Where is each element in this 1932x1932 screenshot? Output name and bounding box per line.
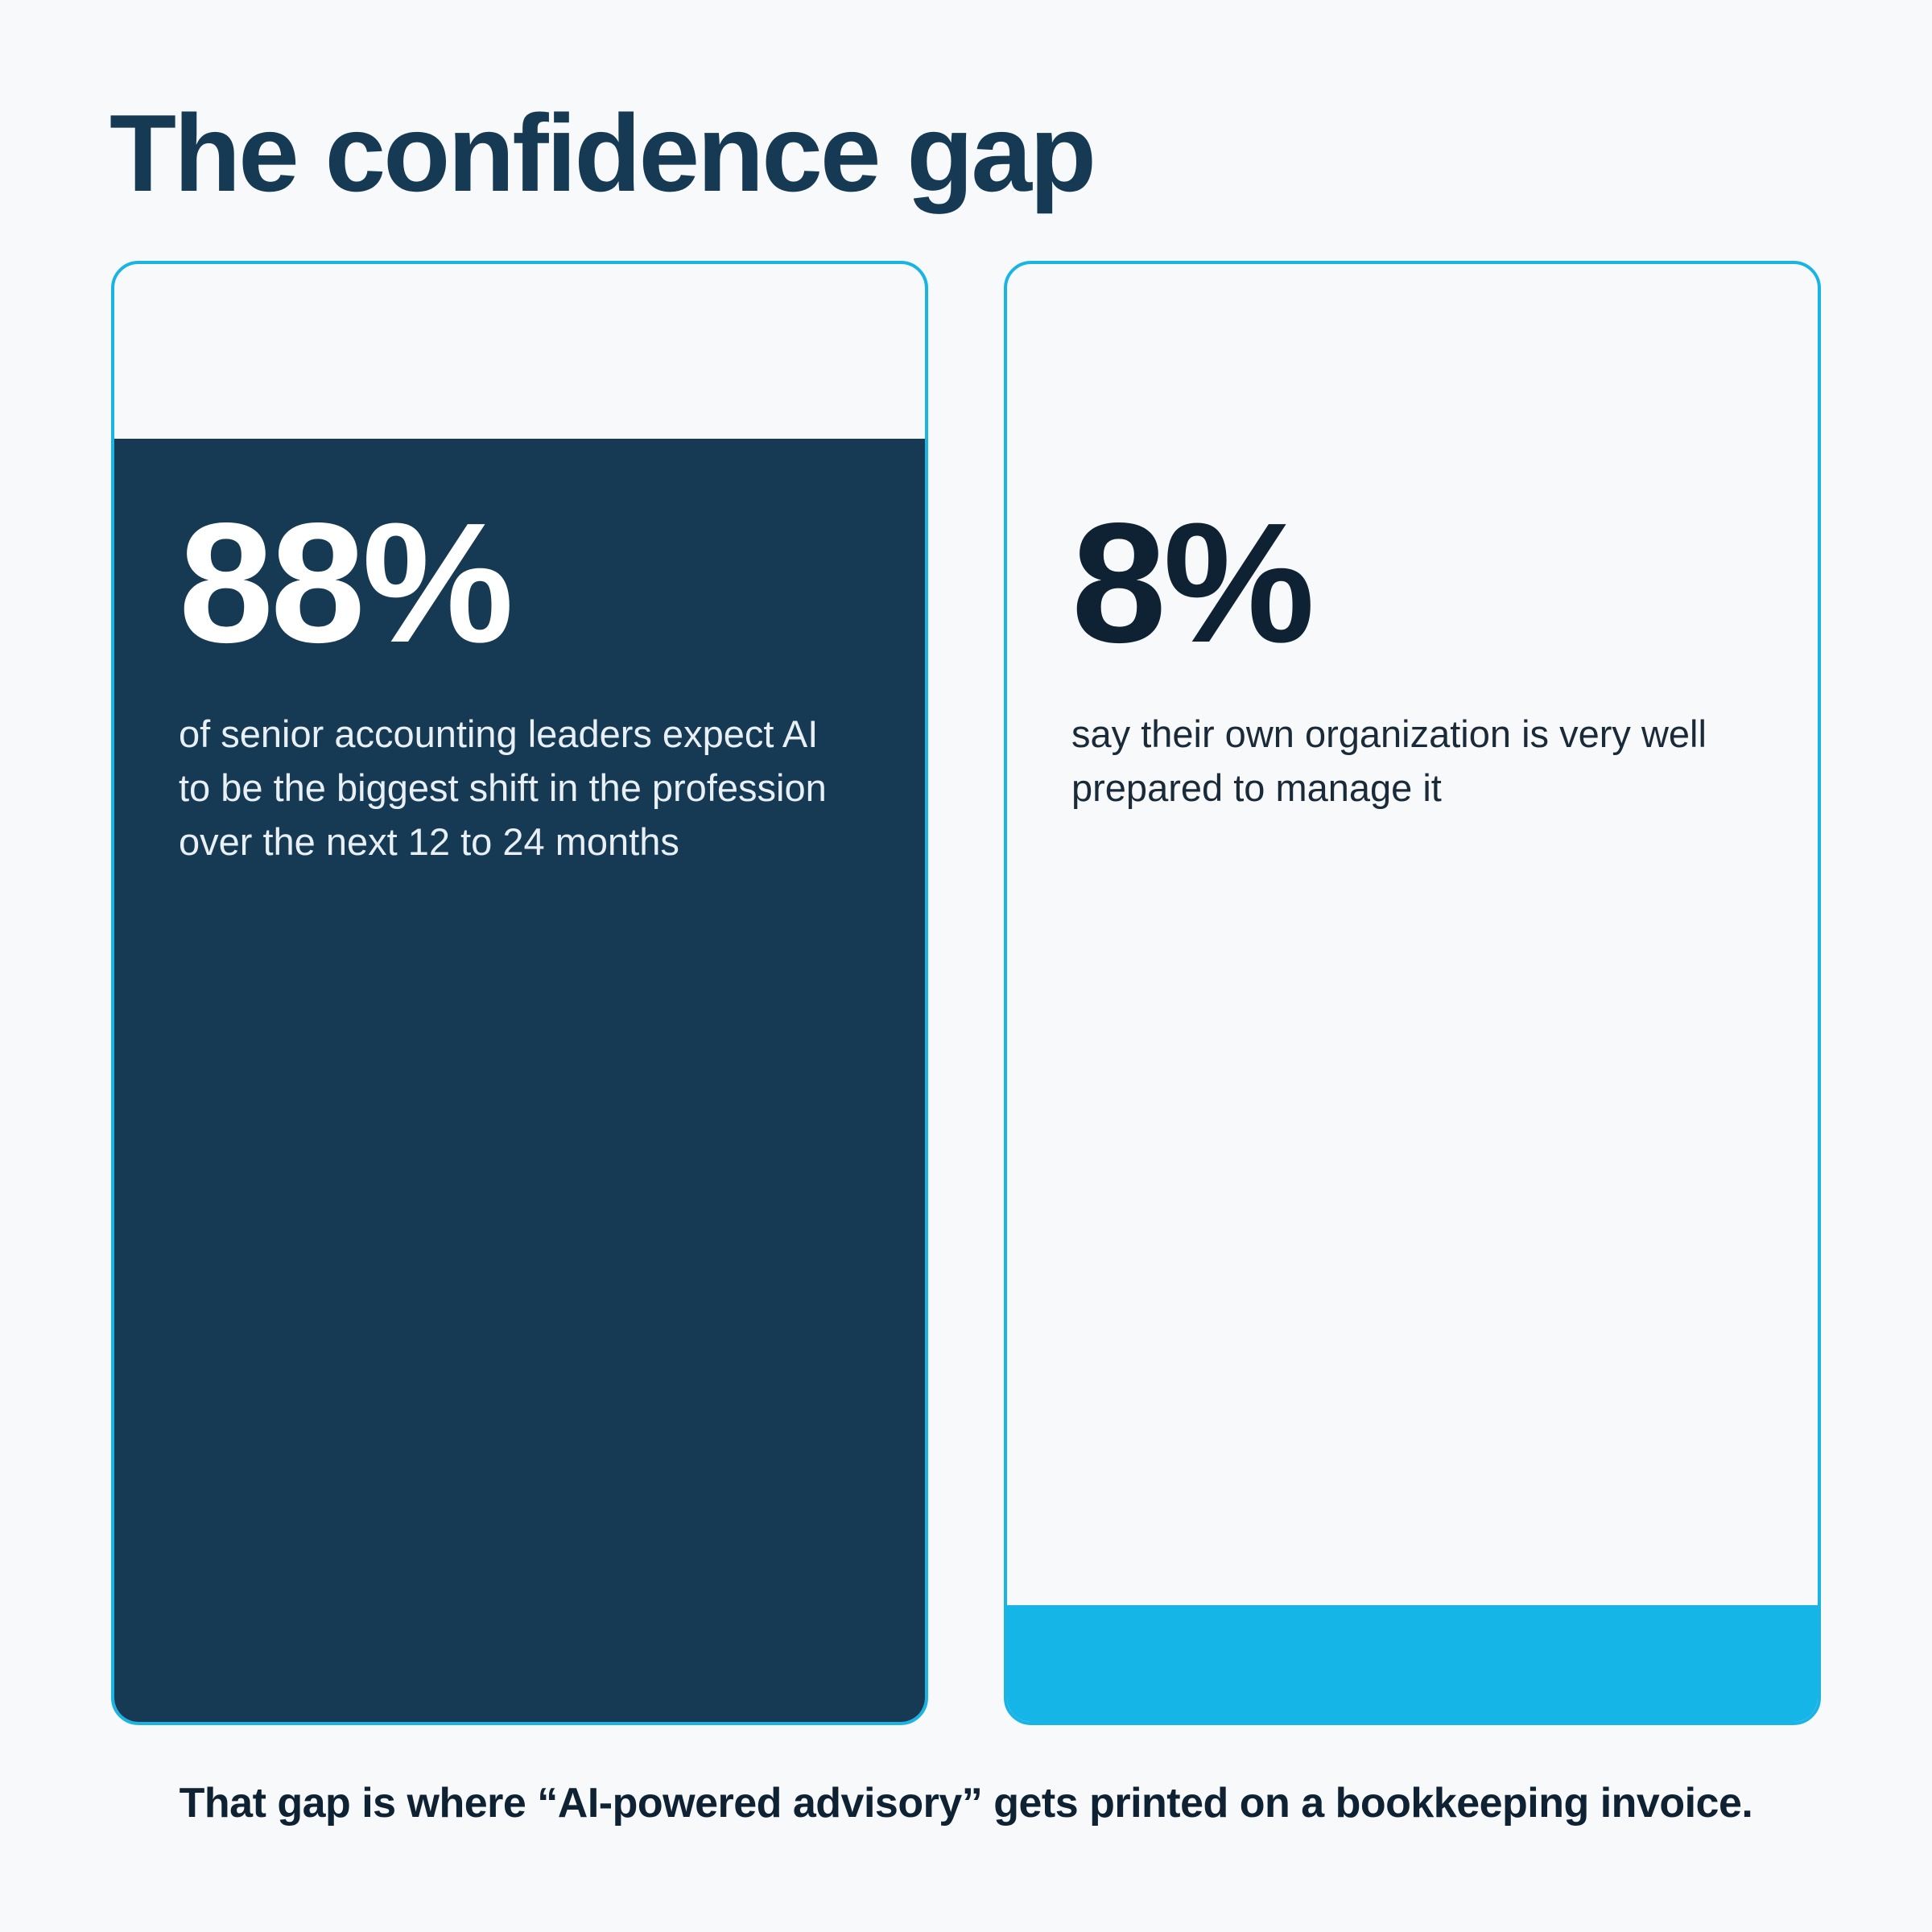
stat-description: say their own organization is very well … [1071,712,1707,809]
fill-bar [114,439,925,1722]
footer-note: That gap is where “AI-powered advisory” … [179,1780,1753,1827]
stat-value: 88% [179,487,514,678]
stat-description: of senior accounting leaders expect AI t… [179,712,827,863]
stat-value: 8% [1071,487,1315,678]
fill-bar [1007,1605,1818,1722]
title: The confidence gap [109,92,1096,214]
stat-card: 88% of senior accounting leaders expect … [111,261,928,1725]
stat-card: 8% say their own organization is very we… [1004,261,1821,1725]
